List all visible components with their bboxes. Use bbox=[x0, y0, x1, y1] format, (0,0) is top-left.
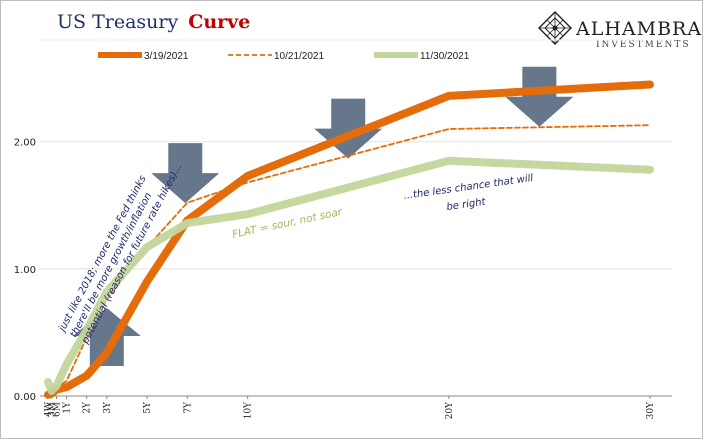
diamond-lattice-icon bbox=[538, 11, 572, 45]
annotation-right-line: ...the less chance that will bbox=[403, 173, 534, 202]
y-tick-label: 0.00 bbox=[14, 392, 36, 403]
x-tick-label: 5Y bbox=[143, 401, 153, 414]
legend-label: 3/19/2021 bbox=[144, 51, 189, 62]
brand-name: ALHAMBRA bbox=[575, 18, 702, 40]
legend-label: 10/21/2021 bbox=[274, 51, 324, 62]
x-tick-label: 20Y bbox=[445, 401, 455, 419]
chart-title: US Treasury Curve bbox=[57, 11, 250, 33]
arrow-down-icon bbox=[505, 66, 574, 127]
x-tick-label: 3Y bbox=[103, 401, 113, 414]
chart-title-plain: US Treasury bbox=[57, 11, 178, 33]
arrow-down-icon bbox=[151, 143, 220, 204]
chart-title-accent: Curve bbox=[188, 11, 250, 33]
annotation-right-line: be right bbox=[446, 196, 487, 212]
x-tick-label: 30Y bbox=[646, 401, 656, 419]
legend-label: 11/30/2021 bbox=[420, 51, 470, 62]
x-tick-label: 1Y bbox=[63, 401, 73, 414]
x-tick-label: 4W bbox=[44, 401, 54, 417]
x-tick-label: 3M bbox=[47, 402, 57, 417]
x-tick-label: 7Y bbox=[183, 401, 193, 414]
x-tick-label: 10Y bbox=[244, 401, 254, 419]
y-tick-label: 2.00 bbox=[14, 138, 36, 149]
y-tick-label: 1.00 bbox=[14, 265, 36, 276]
x-tick-label: 6M bbox=[53, 402, 63, 417]
x-tick-label: 2Y bbox=[83, 401, 93, 414]
brand-logo: ALHAMBRA INVESTMENTS bbox=[538, 11, 702, 50]
brand-subtitle: INVESTMENTS bbox=[596, 40, 691, 50]
